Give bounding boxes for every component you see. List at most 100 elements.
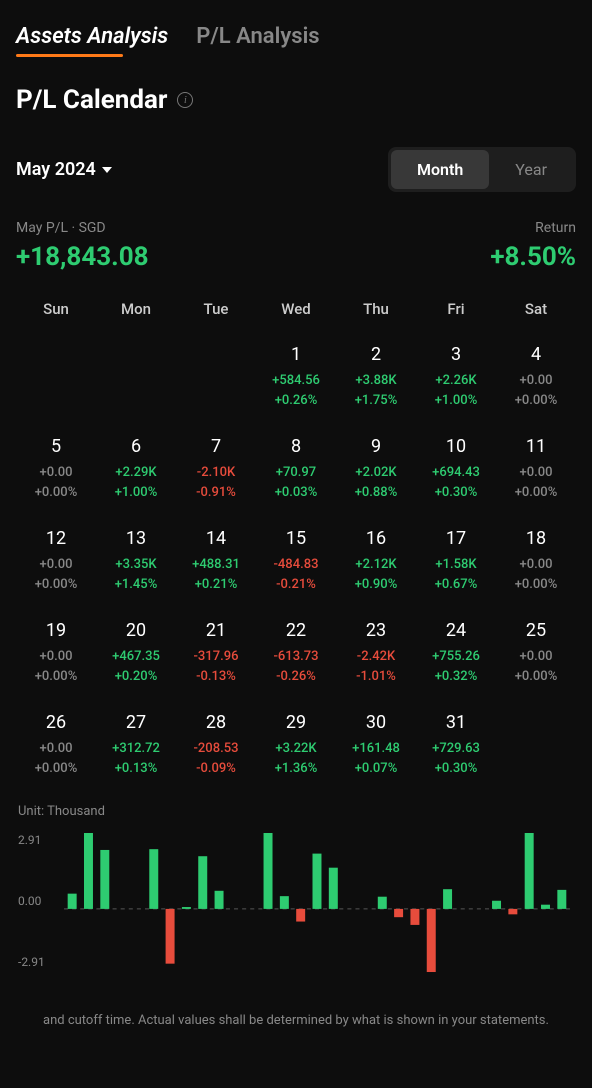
chart-bar[interactable]: [410, 909, 419, 925]
calendar-cell[interactable]: 6+2.29K+1.00%: [96, 426, 176, 518]
calendar-day-number: 25: [496, 620, 576, 641]
chart-y-tick: 0.00: [18, 894, 58, 908]
chart-bar[interactable]: [296, 909, 305, 922]
chart-bar[interactable]: [508, 909, 517, 914]
calendar-cell[interactable]: 11+0.00+0.00%: [496, 426, 576, 518]
calendar-day-value: +161.48: [336, 739, 416, 759]
calendar-day-pct: +1.45%: [96, 575, 176, 595]
calendar-day-value: +0.00: [496, 371, 576, 391]
chart-bar[interactable]: [198, 856, 207, 909]
calendar-cell[interactable]: 29+3.22K+1.36%: [256, 702, 336, 794]
pl-bar-chart: 2.910.00-2.91: [18, 833, 574, 983]
chart-bar[interactable]: [215, 891, 224, 909]
calendar-day-number: 14: [176, 528, 256, 549]
calendar-day-pct: +0.00%: [16, 575, 96, 595]
calendar-row: 19+0.00+0.00%20+467.35+0.20%21-317.96-0.…: [16, 610, 576, 702]
chart-bar[interactable]: [378, 897, 387, 909]
calendar-cell[interactable]: 1+584.56+0.26%: [256, 334, 336, 426]
calendar-cell[interactable]: 17+1.58K+0.67%: [416, 518, 496, 610]
disclaimer-text: and cutoff time. Actual values shall be …: [16, 1013, 576, 1028]
calendar-cell[interactable]: 2+3.88K+1.75%: [336, 334, 416, 426]
calendar-row: 12+0.00+0.00%13+3.35K+1.45%14+488.31+0.2…: [16, 518, 576, 610]
chart-bar[interactable]: [149, 849, 158, 909]
weekday-header: Fri: [416, 294, 496, 334]
analysis-tabs: Assets Analysis P/L Analysis: [16, 24, 576, 49]
chart-bar[interactable]: [166, 909, 175, 964]
calendar-day-value: +0.00: [16, 463, 96, 483]
weekday-header: Sat: [496, 294, 576, 334]
period-toggle-group: MonthYear: [388, 147, 576, 192]
calendar-cell[interactable]: 26+0.00+0.00%: [16, 702, 96, 794]
calendar-cell[interactable]: 18+0.00+0.00%: [496, 518, 576, 610]
calendar-cell[interactable]: 31+729.63+0.30%: [416, 702, 496, 794]
calendar-day-value: -2.10K: [176, 463, 256, 483]
chart-bar[interactable]: [84, 833, 93, 909]
calendar-cell[interactable]: 4+0.00+0.00%: [496, 334, 576, 426]
chart-bar[interactable]: [264, 833, 273, 909]
calendar-cell[interactable]: 8+70.97+0.03%: [256, 426, 336, 518]
calendar-cell[interactable]: 15-484.83-0.21%: [256, 518, 336, 610]
calendar-cell[interactable]: 5+0.00+0.00%: [16, 426, 96, 518]
calendar-day-pct: -0.21%: [256, 575, 336, 595]
calendar-cell[interactable]: 19+0.00+0.00%: [16, 610, 96, 702]
toggle-month[interactable]: Month: [391, 150, 489, 189]
calendar-day-number: 2: [336, 344, 416, 365]
calendar-day-pct: +0.03%: [256, 483, 336, 503]
chevron-down-icon: [102, 167, 112, 173]
chart-bar[interactable]: [492, 901, 501, 909]
calendar-cell: [16, 334, 96, 426]
calendar-cell[interactable]: 14+488.31+0.21%: [176, 518, 256, 610]
calendar-day-pct: +0.00%: [496, 575, 576, 595]
calendar-day-pct: +1.00%: [416, 391, 496, 411]
calendar-cell[interactable]: 16+2.12K+0.90%: [336, 518, 416, 610]
calendar-day-value: +0.00: [496, 463, 576, 483]
calendar-day-number: 11: [496, 436, 576, 457]
period-selector[interactable]: May 2024: [16, 159, 112, 180]
chart-bar[interactable]: [329, 868, 338, 909]
period-row: May 2024 MonthYear: [16, 147, 576, 192]
chart-bar[interactable]: [68, 894, 77, 909]
calendar-day-number: 13: [96, 528, 176, 549]
calendar-cell[interactable]: 7-2.10K-0.91%: [176, 426, 256, 518]
chart-bar[interactable]: [541, 905, 550, 909]
calendar-cell[interactable]: 13+3.35K+1.45%: [96, 518, 176, 610]
calendar-row: 1+584.56+0.26%2+3.88K+1.75%3+2.26K+1.00%…: [16, 334, 576, 426]
calendar-day-pct: +0.13%: [96, 759, 176, 779]
calendar-cell[interactable]: 30+161.48+0.07%: [336, 702, 416, 794]
chart-bar[interactable]: [312, 854, 321, 909]
tab-assets-analysis[interactable]: Assets Analysis: [16, 24, 168, 49]
chart-bar[interactable]: [443, 889, 452, 909]
chart-bar[interactable]: [525, 833, 534, 909]
calendar-day-pct: +0.26%: [256, 391, 336, 411]
calendar-cell[interactable]: 24+755.26+0.32%: [416, 610, 496, 702]
calendar-day-number: 27: [96, 712, 176, 733]
calendar-cell[interactable]: 27+312.72+0.13%: [96, 702, 176, 794]
calendar-cell[interactable]: 12+0.00+0.00%: [16, 518, 96, 610]
calendar-cell[interactable]: 10+694.43+0.30%: [416, 426, 496, 518]
calendar-day-pct: +0.00%: [16, 483, 96, 503]
calendar-cell[interactable]: 23-2.42K-1.01%: [336, 610, 416, 702]
calendar-day-value: +755.26: [416, 647, 496, 667]
chart-bar[interactable]: [427, 909, 436, 972]
chart-bar[interactable]: [557, 890, 566, 909]
chart-bar[interactable]: [394, 909, 403, 917]
calendar-day-number: 23: [336, 620, 416, 641]
calendar-cell[interactable]: 25+0.00+0.00%: [496, 610, 576, 702]
calendar-cell[interactable]: 21-317.96-0.13%: [176, 610, 256, 702]
calendar-cell[interactable]: 9+2.02K+0.88%: [336, 426, 416, 518]
calendar-cell[interactable]: 20+467.35+0.20%: [96, 610, 176, 702]
summary-pl-label: May P/L · SGD: [16, 220, 149, 236]
calendar-cell[interactable]: 28-208.53-0.09%: [176, 702, 256, 794]
calendar-cell[interactable]: 22-613.73-0.26%: [256, 610, 336, 702]
toggle-year[interactable]: Year: [489, 150, 573, 189]
calendar-day-value: -484.83: [256, 555, 336, 575]
tab-p-l-analysis[interactable]: P/L Analysis: [196, 24, 319, 49]
chart-bar[interactable]: [182, 907, 191, 909]
chart-bar[interactable]: [100, 850, 109, 909]
info-icon[interactable]: i: [177, 92, 193, 108]
calendar-cell[interactable]: 3+2.26K+1.00%: [416, 334, 496, 426]
weekday-header: Mon: [96, 294, 176, 334]
calendar-day-number: 1: [256, 344, 336, 365]
chart-bar[interactable]: [280, 896, 289, 909]
calendar-day-number: 28: [176, 712, 256, 733]
